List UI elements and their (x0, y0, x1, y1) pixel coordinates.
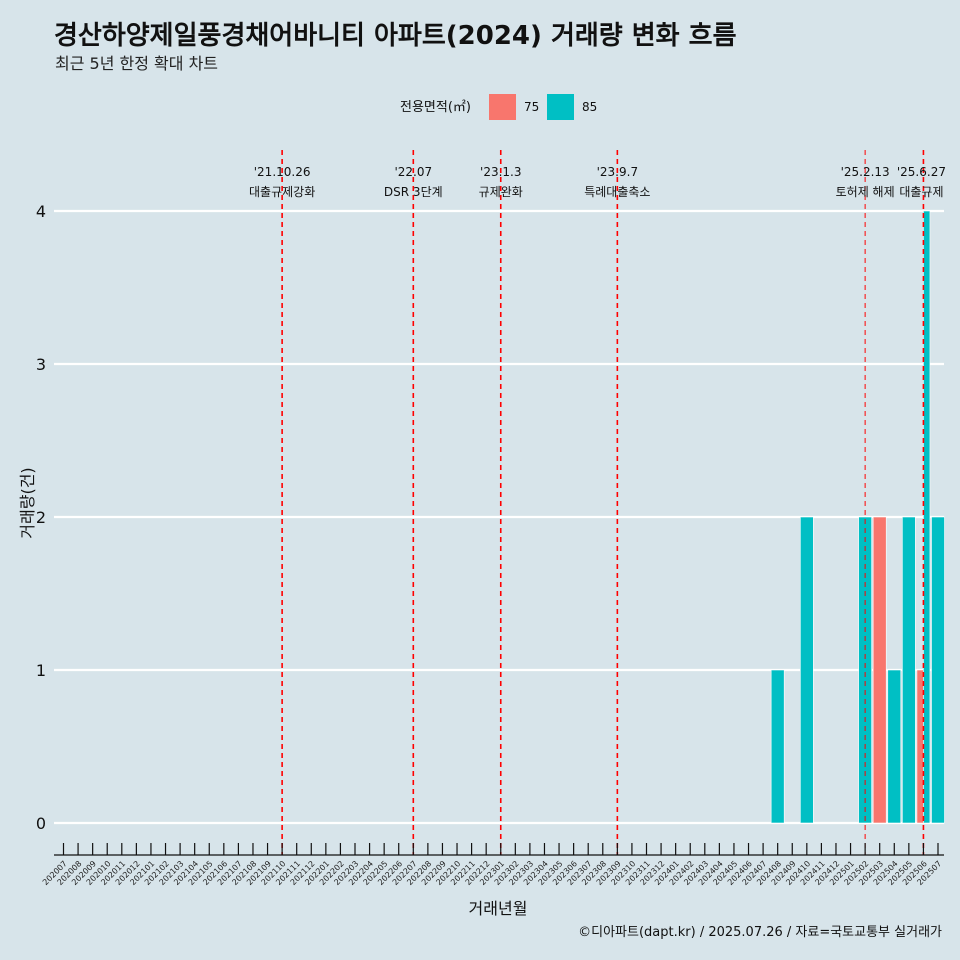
legend-label-75: 75 (524, 100, 539, 114)
legend: 전용면적(㎡) 75 85 (400, 94, 597, 120)
event-lines (281, 150, 925, 855)
bar-202408-85 (770, 669, 785, 824)
legend-swatch-85 (547, 94, 574, 120)
event-label: 대출규제강화 (249, 185, 315, 199)
bar-202410-85 (800, 516, 814, 824)
bar-202506-85 (923, 210, 931, 824)
event-date: '25.2.13 (841, 165, 890, 179)
bars (770, 210, 945, 824)
y-tick-label: 3 (36, 355, 46, 374)
bar-202504-85 (887, 669, 902, 824)
y-tick-label: 4 (36, 202, 46, 221)
y-tick-label: 0 (36, 814, 46, 833)
event-label: 대출규제 (899, 185, 943, 199)
bar-202503-75 (872, 516, 887, 824)
event-label: 특례대출축소 (584, 185, 650, 199)
bar-202502-85 (858, 516, 872, 824)
bar-202506-75 (916, 669, 924, 824)
y-axis-title: 거래량(건) (18, 467, 37, 538)
legend-label-85: 85 (582, 100, 597, 114)
caption: ©디아파트(dapt.kr) / 2025.07.26 / 자료=국토교통부 실… (578, 925, 942, 940)
y-tick-label: 1 (36, 661, 46, 680)
chart-subtitle: 최근 5년 한정 확대 차트 (55, 54, 218, 73)
event-date: '25.6.27 (897, 165, 946, 179)
event-date: '23.9.7 (597, 165, 638, 179)
y-tick-label: 2 (36, 508, 46, 527)
event-date: '23.1.3 (480, 165, 521, 179)
legend-swatch-75 (489, 94, 516, 120)
grid-lines (54, 209, 944, 825)
event-annotations: '21.10.26 대출규제강화 '22.07 DSR 3단계 '23.1.3 규제완화 '… (249, 165, 946, 199)
event-label: DSR 3단계 (384, 185, 443, 199)
event-date: '22.07 (394, 165, 432, 179)
event-date: '21.10.26 (254, 165, 311, 179)
bar-202507-85 (931, 516, 945, 824)
event-label: 토허제 해제 (836, 185, 895, 199)
y-tick-labels: 0 1 2 3 4 (36, 202, 46, 833)
x-axis: 2020072020082020092020102020112020122021… (41, 843, 944, 887)
x-axis-title: 거래년월 (469, 899, 528, 918)
bar-202505-85 (902, 516, 916, 824)
legend-title: 전용면적(㎡) (400, 100, 471, 115)
chart-title: 경산하양제일풍경채어바니티 아파트(2024) 거래량 변화 흐름 (54, 21, 737, 51)
event-label: 규제완화 (479, 185, 523, 199)
